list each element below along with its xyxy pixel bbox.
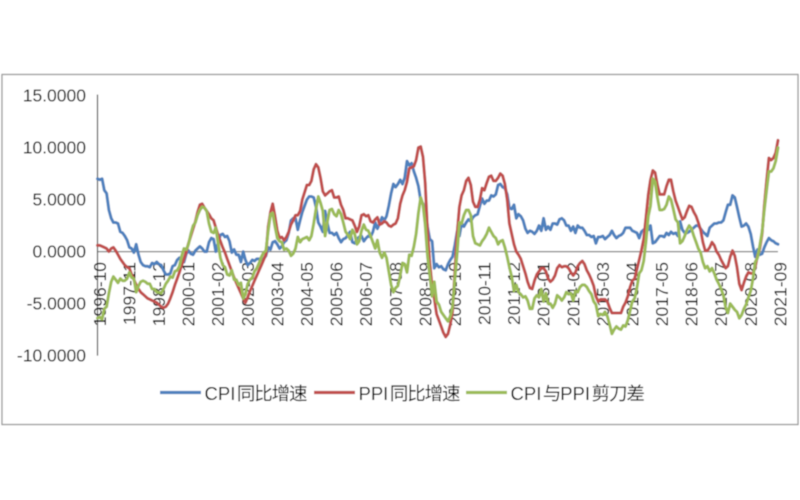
svg-text:2005-06: 2005-06 [327, 262, 347, 326]
svg-text:-5.0000: -5.0000 [27, 294, 87, 314]
svg-text:2004-05: 2004-05 [297, 262, 317, 326]
svg-text:CPI: CPI [511, 383, 542, 404]
svg-text:2001-02: 2001-02 [208, 262, 228, 326]
svg-text:2011-12: 2011-12 [504, 262, 524, 325]
svg-text:CPI: CPI [205, 383, 236, 404]
svg-text:-10.0000: -10.0000 [17, 346, 86, 366]
svg-text:2000-01: 2000-01 [179, 262, 199, 326]
svg-text:5.0000: 5.0000 [32, 190, 86, 210]
svg-text:1998-12: 1998-12 [149, 262, 169, 326]
svg-text:2018-06: 2018-06 [682, 262, 702, 326]
svg-text:2003-04: 2003-04 [267, 262, 287, 326]
svg-text:2021-09: 2021-09 [770, 262, 790, 326]
svg-text:2006-07: 2006-07 [356, 262, 376, 326]
svg-text:PPI: PPI [359, 383, 389, 404]
svg-text:10.0000: 10.0000 [23, 138, 87, 158]
svg-text:0.0000: 0.0000 [32, 242, 86, 262]
svg-text:2010-11: 2010-11 [475, 262, 495, 325]
svg-text:15.0000: 15.0000 [23, 86, 87, 106]
svg-text:PPI: PPI [560, 383, 590, 404]
svg-text:2017-05: 2017-05 [652, 262, 672, 326]
